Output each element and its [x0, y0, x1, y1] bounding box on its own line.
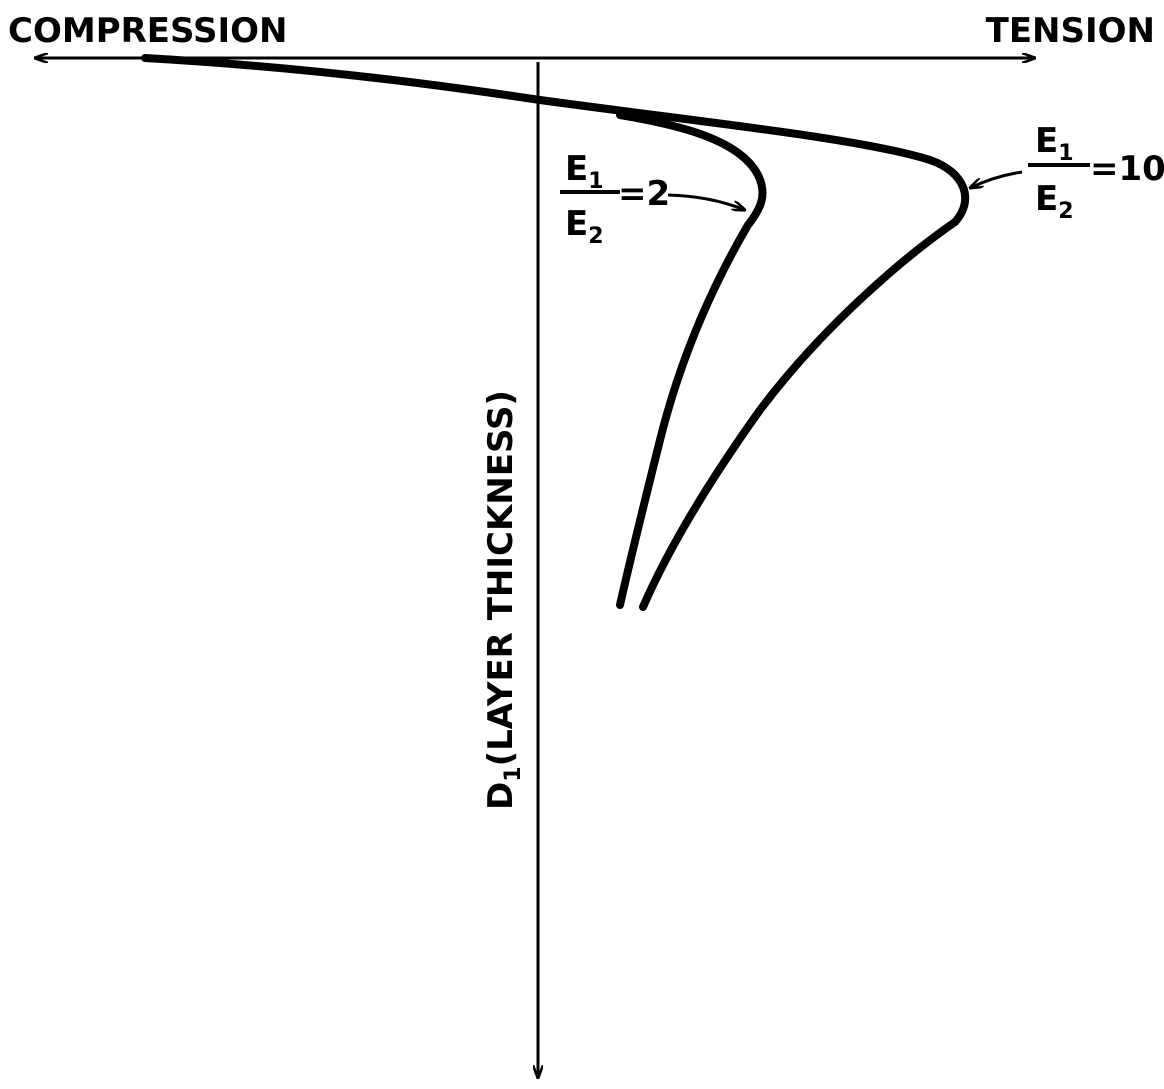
pointer [970, 170, 1023, 188]
ratio-10-label: E1 E2 =10 [970, 121, 1164, 224]
denominator: E2 [1035, 179, 1074, 224]
ratio: =10 [1090, 149, 1164, 189]
curve-ratio-10 [141, 54, 970, 611]
numerator: E1 [565, 149, 604, 194]
pointer [667, 193, 745, 210]
tension-label: TENSION [986, 11, 1155, 51]
curve-ratio-2 [616, 111, 767, 609]
denominator: E2 [565, 204, 604, 249]
thickness-label: D1(LAYER THICKNESS) [481, 390, 526, 810]
ratio: =2 [618, 174, 670, 214]
numerator: E1 [1035, 121, 1074, 166]
ratio-2-label: E1 E2 =2 [560, 149, 745, 249]
compression-label: COMPRESSION [8, 11, 287, 51]
